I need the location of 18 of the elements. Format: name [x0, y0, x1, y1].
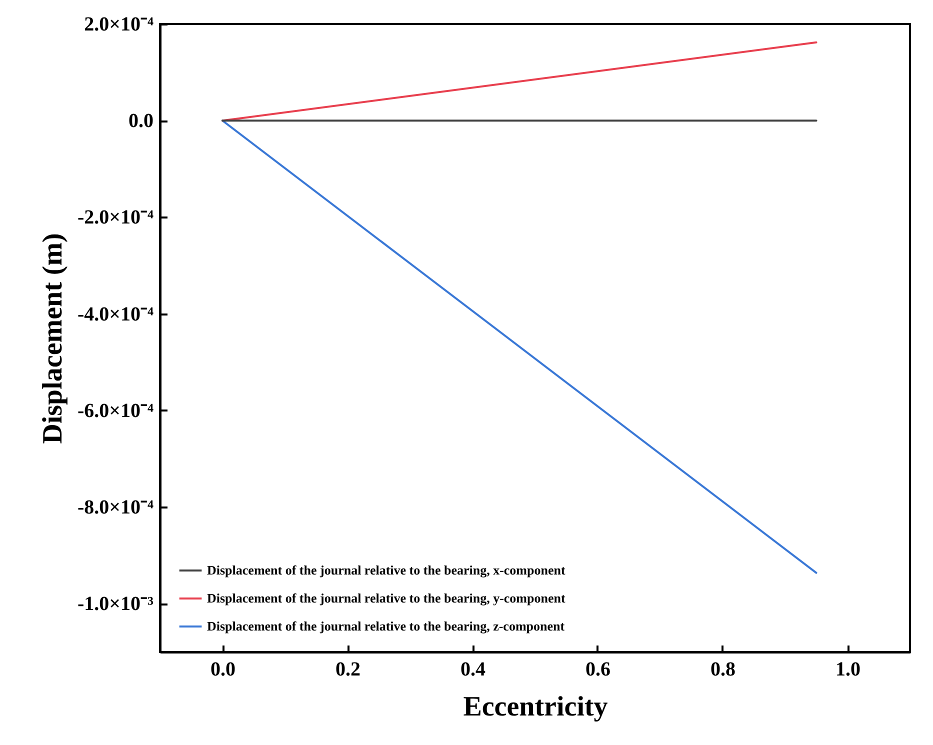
y-tick-label: 0.0	[128, 110, 154, 132]
x-tick-label: 0.4	[460, 658, 486, 680]
y-tick-label: -6.0×10⁻⁴	[77, 400, 154, 422]
y-tick-label: -4.0×10⁻⁴	[77, 303, 154, 326]
y-tick-label: -1.0×10⁻³	[77, 593, 154, 616]
legend-label: Displacement of the journal relative to the bearing, y-component	[207, 590, 566, 606]
y-tick-label: -2.0×10⁻⁴	[77, 206, 154, 229]
y-axis-title: Displacement (m)	[37, 233, 68, 444]
x-tick-label: 1.0	[836, 658, 860, 680]
y-tick-label: 2.0×10⁻⁴	[84, 14, 154, 36]
legend-label: Displacement of the journal relative to the bearing, z-component	[207, 618, 566, 634]
legend-label: Displacement of the journal relative to the bearing, x-component	[207, 562, 566, 578]
y-tick-label: -8.0×10⁻⁴	[77, 496, 154, 519]
x-tick-label: 0.8	[710, 658, 736, 680]
x-axis-title: Eccentricity	[463, 692, 608, 722]
x-tick-label: 0.0	[210, 658, 236, 680]
x-tick-label: 0.6	[586, 658, 610, 680]
x-tick-label: 0.2	[336, 658, 360, 680]
